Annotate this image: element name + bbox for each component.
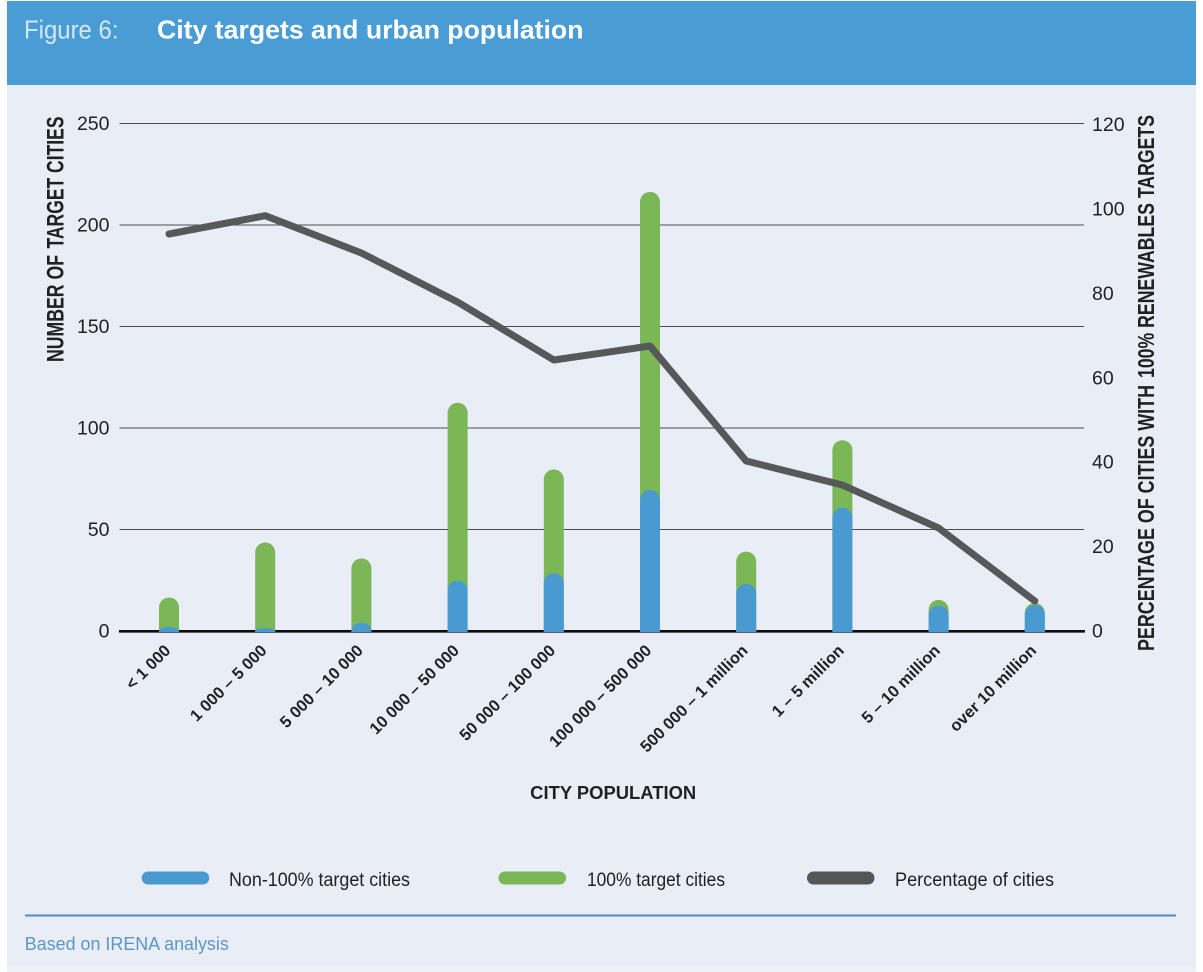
svg-text:100% RENEWABLES TARGETS: 100% RENEWABLES TARGETS: [1133, 115, 1159, 378]
svg-text:120: 120: [1092, 114, 1125, 136]
svg-text:20: 20: [1092, 536, 1114, 558]
svg-text:40: 40: [1092, 452, 1114, 474]
svg-text:Based on IRENA analysis: Based on IRENA analysis: [25, 933, 229, 954]
svg-text:TARGET CITIES: TARGET CITIES: [43, 117, 70, 249]
svg-text:PERCENTAGE OF CITIES WITH: PERCENTAGE OF CITIES WITH: [1133, 385, 1159, 651]
svg-text:100: 100: [1092, 199, 1125, 221]
svg-text:CITY POPULATION: CITY POPULATION: [530, 783, 696, 803]
svg-text:50: 50: [88, 519, 110, 541]
svg-text:NUMBER OF: NUMBER OF: [43, 255, 70, 362]
svg-text:0: 0: [1092, 620, 1103, 642]
svg-text:100% target cities: 100% target cities: [587, 870, 725, 891]
svg-text:0: 0: [99, 620, 110, 642]
svg-text:150: 150: [77, 316, 110, 338]
svg-text:200: 200: [77, 214, 110, 236]
svg-text:Figure 6:: Figure 6:: [24, 15, 119, 45]
svg-text:Non-100% target cities: Non-100% target cities: [229, 870, 410, 891]
svg-text:Percentage of cities: Percentage of cities: [895, 870, 1054, 891]
svg-text:250: 250: [77, 113, 110, 135]
svg-text:80: 80: [1092, 283, 1114, 305]
svg-text:City targets and urban populat: City targets and urban population: [157, 15, 584, 45]
svg-text:60: 60: [1092, 367, 1114, 389]
svg-text:100: 100: [77, 417, 110, 439]
